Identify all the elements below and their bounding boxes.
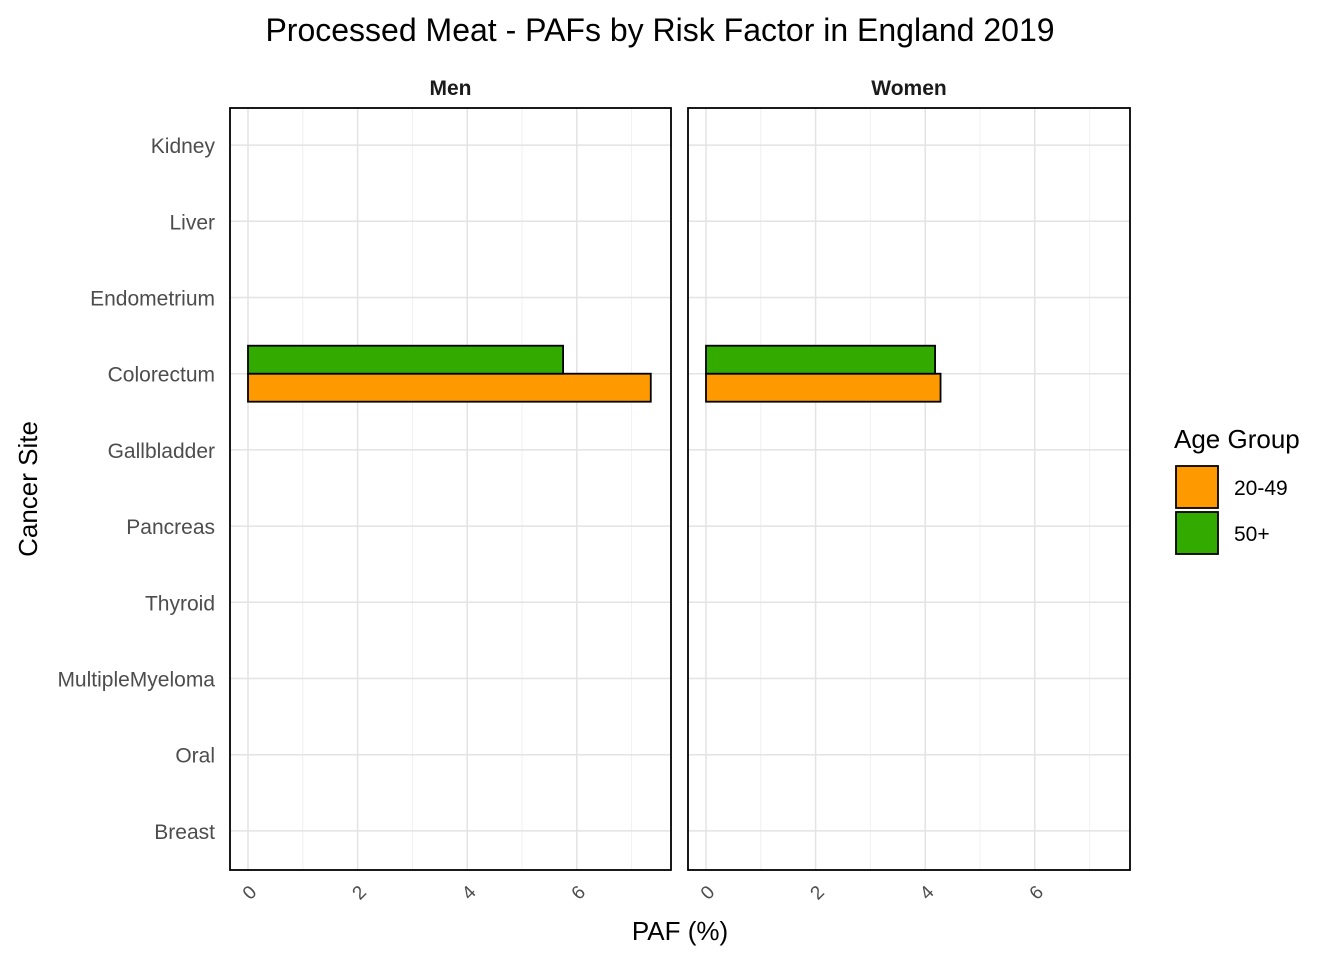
legend-key-20-49 (1175, 465, 1219, 509)
x-tick-label: 2 (807, 882, 829, 904)
y-tick-label: Breast (154, 821, 215, 844)
y-tick-label: Colorectum (108, 364, 215, 387)
y-axis-title: Cancer Site (13, 421, 43, 557)
y-tick-label: Gallbladder (108, 440, 215, 463)
x-tick-label: 2 (349, 882, 371, 904)
legend-label: 20-49 (1234, 477, 1288, 500)
bar-50+-colorectum (705, 344, 936, 375)
x-tick-label: 4 (458, 882, 481, 905)
x-tick-label: 0 (239, 882, 261, 904)
panel-border (229, 107, 672, 871)
facet-label: Women (871, 77, 946, 100)
legend-key-50+ (1175, 511, 1219, 555)
panel-women: Women 0 2 4 6 (687, 77, 1131, 905)
x-tick-label: 6 (1026, 882, 1048, 904)
facet-label: Men (430, 77, 472, 100)
y-tick-label: Oral (175, 745, 215, 768)
chart-title: Processed Meat - PAFs by Risk Factor in … (265, 12, 1054, 48)
y-tick-label: Liver (169, 211, 215, 234)
legend-label: 50+ (1234, 523, 1270, 546)
y-tick-label: Thyroid (145, 592, 215, 615)
x-tick-label: 6 (568, 882, 590, 904)
bar-50+-colorectum (247, 344, 565, 375)
x-axis-title: PAF (%) (632, 916, 728, 946)
y-tick-label: Kidney (151, 135, 216, 158)
x-tick-label: 4 (916, 882, 939, 905)
facet-panels: Men 0 2 4 6 Women 0 2 4 6 Breast Oral MultipleMyelom… (57, 77, 1131, 905)
y-tick-label: Endometrium (90, 288, 215, 311)
legend-title: Age Group (1174, 424, 1300, 454)
y-tick-label: MultipleMyeloma (57, 669, 215, 692)
bar-20-49-colorectum (705, 372, 942, 403)
legend: Age Group 20-49 50+ (1174, 424, 1300, 555)
y-tick-label: Pancreas (126, 516, 215, 539)
bar-20-49-colorectum (247, 372, 652, 403)
x-tick-label: 0 (697, 882, 719, 904)
panel-men: Men 0 2 4 6 (229, 77, 672, 905)
panel-border (687, 107, 1131, 871)
